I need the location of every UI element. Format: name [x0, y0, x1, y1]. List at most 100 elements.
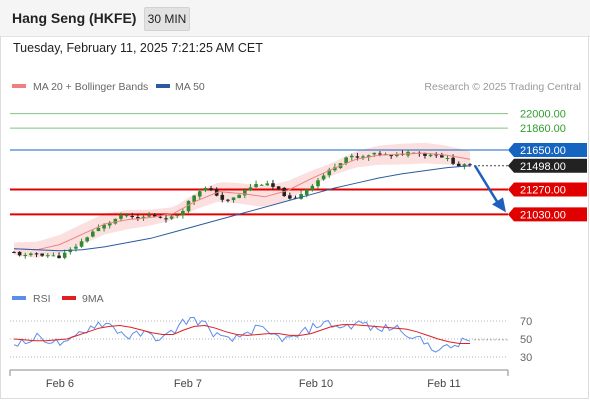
candle-body	[327, 169, 332, 176]
x-axis-label: Feb 7	[174, 378, 202, 390]
candle-body	[243, 189, 247, 196]
candle-body	[186, 200, 191, 212]
ma50-legend-label: MA 50	[175, 81, 205, 93]
header-bar: Hang Seng (HKFE) 30 MIN	[0, 0, 590, 37]
candle-body	[310, 185, 315, 190]
9ma-legend-swatch	[62, 296, 76, 300]
candle-body	[113, 218, 118, 224]
candle-body	[361, 156, 365, 158]
candle-body	[45, 255, 50, 257]
forecast-arrow-head	[492, 197, 506, 213]
x-axis-label: Feb 10	[299, 378, 333, 390]
x-axis-label: Feb 6	[46, 378, 74, 390]
candle-body	[197, 191, 202, 197]
candle-body	[12, 252, 16, 254]
candle-body	[372, 152, 377, 155]
candle-body	[440, 155, 444, 158]
candle-body	[152, 215, 157, 217]
candle-body	[428, 154, 433, 157]
ma50-legend-swatch	[156, 84, 170, 88]
candle-body	[395, 154, 399, 157]
candle-body	[40, 253, 44, 256]
x-axis-label: Feb 11	[427, 378, 460, 390]
candle-body	[237, 194, 241, 198]
candle-body	[333, 167, 337, 171]
candle-body	[254, 183, 258, 188]
candle-body	[85, 237, 89, 242]
pivot-label: 21650.00	[520, 145, 566, 157]
candle-body	[304, 189, 309, 195]
candle-body	[130, 216, 135, 218]
candle-body	[169, 216, 174, 219]
timeframe-button[interactable]: 30 MIN	[144, 7, 190, 31]
candle-body	[107, 222, 112, 226]
rsi-legend-label: RSI	[33, 293, 51, 305]
ma50-line	[13, 165, 471, 252]
candle-body	[181, 210, 185, 216]
candle-body	[231, 197, 236, 201]
candle-body	[62, 252, 67, 258]
candle-body	[51, 255, 56, 257]
candle-body	[451, 157, 455, 164]
rsi-tick-label: 50	[520, 334, 532, 346]
candle-body	[91, 231, 95, 237]
candle-body	[141, 216, 146, 219]
instrument-title: Hang Seng (HKFE)	[12, 10, 137, 26]
credit-label: Research © 2025 Trading Central	[424, 81, 581, 93]
candle-body	[57, 255, 61, 259]
candle-body	[389, 155, 393, 157]
chart-frame	[0, 36, 589, 399]
candle-body	[74, 246, 78, 249]
candle-body	[468, 164, 472, 166]
candle-body	[462, 164, 467, 167]
rsi-legend-swatch	[12, 296, 26, 300]
datetime-label: Tuesday, February 11, 2025 7:21:25 AM CE…	[13, 41, 263, 55]
candle-body	[259, 184, 264, 186]
candle-body	[316, 180, 320, 187]
candle-body	[29, 253, 33, 256]
candle-body	[102, 224, 106, 229]
candle-body	[344, 157, 348, 164]
candle-body	[136, 217, 140, 219]
candle-body	[158, 216, 163, 218]
resistance-label: 21860.00	[520, 123, 566, 135]
candle-body	[366, 155, 371, 158]
support-label-box	[508, 207, 587, 222]
candle-body	[226, 199, 230, 201]
candle-body	[23, 255, 28, 257]
candle-body	[119, 214, 123, 219]
candle-body	[124, 215, 129, 217]
9ma-line	[13, 324, 470, 344]
candle-body	[434, 154, 439, 156]
candle-body	[355, 156, 360, 158]
candle-body	[321, 175, 326, 180]
forecast-arrow-shaft	[473, 165, 502, 208]
last-label: 21498.00	[520, 161, 566, 173]
9ma-legend-label: 9MA	[82, 293, 104, 305]
support-label-box	[508, 182, 587, 197]
support-label: 21270.00	[520, 184, 566, 196]
rsi-tick-label: 70	[520, 316, 532, 328]
candle-body	[265, 183, 270, 186]
ma20-legend-swatch	[12, 84, 26, 88]
candle-body	[17, 251, 22, 256]
candle-body	[220, 194, 225, 200]
candle-body	[79, 241, 84, 247]
candle-body	[248, 187, 253, 191]
pivot-label-box	[508, 142, 587, 157]
last-label-box	[508, 158, 587, 173]
candle-body	[175, 214, 180, 216]
candle-body	[271, 183, 275, 187]
candle-body	[164, 218, 168, 220]
candle-body	[147, 215, 151, 217]
candle-body	[209, 188, 213, 190]
candle-body	[445, 157, 450, 159]
ma20-legend-label: MA 20 + Bollinger Bands	[33, 81, 148, 93]
rsi-tick-label: 30	[520, 352, 532, 364]
resistance-label: 22000.00	[520, 109, 566, 121]
candle-body	[293, 197, 298, 199]
candle-body	[378, 153, 382, 155]
ma20-line	[13, 152, 471, 251]
support-label: 21030.00	[520, 209, 566, 221]
